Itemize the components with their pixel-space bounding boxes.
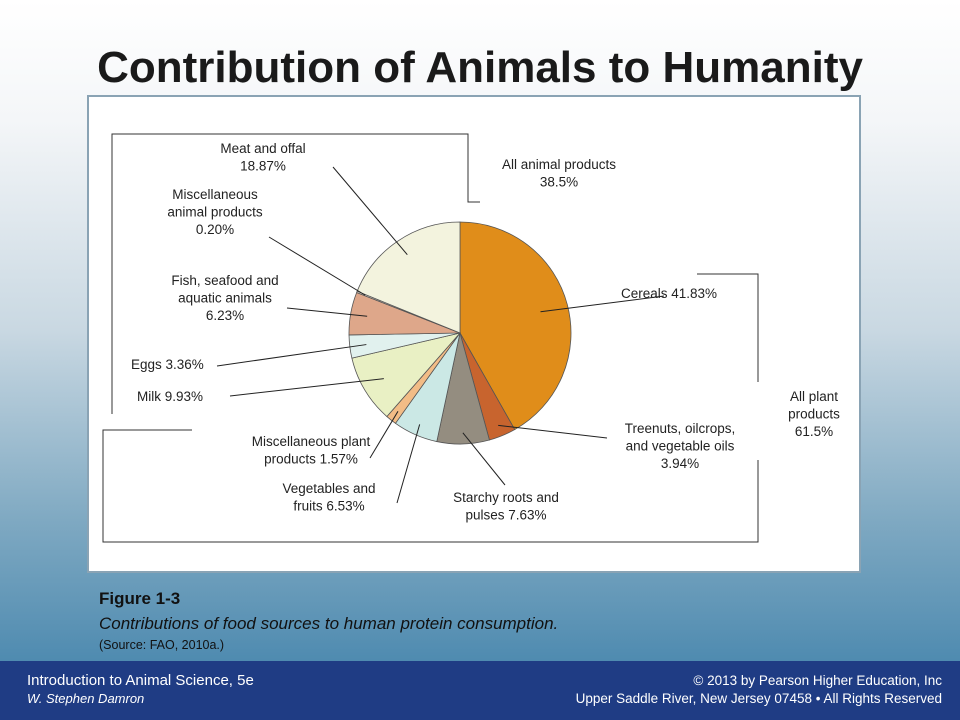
leader-line-6: [216, 344, 367, 367]
pie-slice-0: [459, 221, 572, 431]
footer-copyright: © 2013 by Pearson Higher Education, Inc: [693, 673, 942, 688]
slice-label-0: Cereals 41.83%: [621, 286, 717, 301]
slice-label-6: Eggs 3.36%: [131, 357, 204, 372]
group-label-1: All plant products 61.5%: [788, 389, 840, 439]
leader-line-3: [396, 424, 421, 504]
leader-line-2: [462, 432, 506, 486]
slice-label-3: Vegetables and fruits 6.53%: [282, 481, 375, 514]
plant-group-bracket: [697, 273, 759, 382]
leader-line-8: [268, 236, 366, 296]
footer-book-title: Introduction to Animal Science, 5e: [27, 672, 254, 689]
caption-text: Contributions of food sources to human p…: [99, 614, 559, 633]
caption-source: (Source: FAO, 2010a.): [99, 638, 225, 652]
slice-label-1: Treenuts, oilcrops, and vegetable oils 3.9…: [625, 421, 736, 471]
pie-chart: Cereals 41.83% Treenuts, oilcrops, and veg…: [102, 133, 840, 543]
leader-line-1: [498, 424, 608, 439]
plant-group-bracket-lower: [102, 429, 759, 543]
caption-figure-number: Figure 1-3: [99, 589, 181, 608]
slice-label-7: Fish, seafood and aquatic animals 6.23%: [171, 273, 278, 323]
animal-group-bracket: [111, 133, 480, 414]
footer-address: Upper Saddle River, New Jersey 07458 • A…: [575, 691, 942, 706]
slice-label-5: Milk 9.93%: [137, 389, 203, 404]
slide-title: Contribution of Animals to Humanity: [97, 43, 863, 92]
group-label-0: All animal products 38.5%: [502, 157, 616, 190]
slice-label-4: Miscellaneous plant products 1.57%: [252, 434, 371, 467]
figure-frame: Cereals 41.83% Treenuts, oilcrops, and veg…: [87, 95, 861, 573]
leader-line-9: [332, 166, 408, 256]
slice-label-8: Miscellaneous animal products 0.20%: [167, 187, 263, 237]
footer-bar: Introduction to Animal Science, 5e W. St…: [0, 661, 960, 720]
slice-label-9: Meat and offal 18.87%: [220, 141, 305, 174]
leader-line-0: [540, 295, 665, 313]
leader-line-4: [369, 411, 399, 459]
leader-line-5: [229, 378, 384, 397]
footer-author: W. Stephen Damron: [27, 691, 145, 706]
pie-slice-9: [356, 221, 461, 334]
slice-label-2: Starchy roots and pulses 7.63%: [453, 490, 559, 523]
leader-line-7: [286, 307, 368, 317]
figure-caption: Figure 1-3 Contributions of food sources…: [99, 588, 558, 653]
